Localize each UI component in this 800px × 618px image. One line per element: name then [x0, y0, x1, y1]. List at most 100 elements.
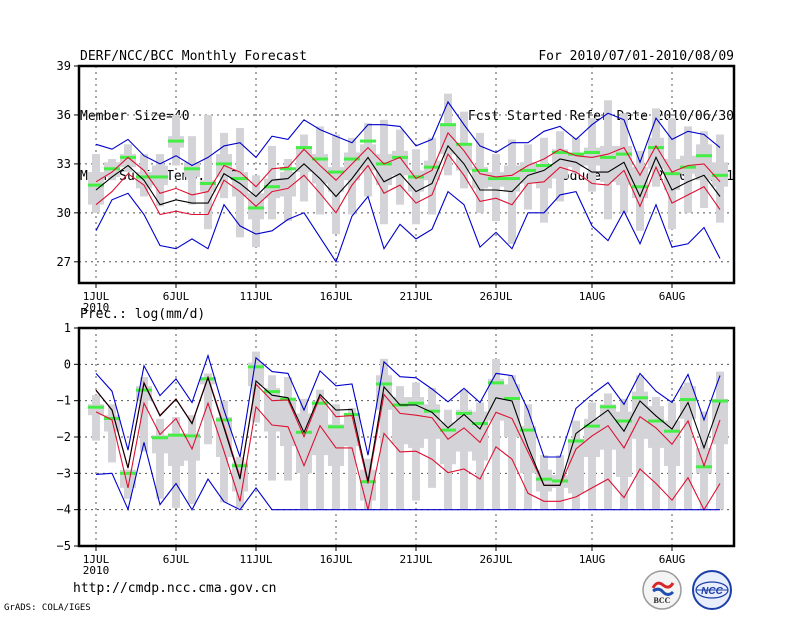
observed-marker: [520, 168, 536, 172]
box-iqr: [632, 391, 648, 439]
box-iqr: [232, 172, 248, 197]
x-tick-label: 6AUG: [659, 553, 686, 566]
observed-marker: [600, 405, 616, 409]
observed-marker: [664, 429, 680, 433]
observed-marker: [344, 412, 360, 416]
box-whisker: [204, 114, 212, 230]
box-iqr: [328, 424, 344, 467]
observed-marker: [680, 398, 696, 402]
series-ensemble-max: [95, 100, 721, 167]
observed-marker: [168, 433, 184, 437]
observed-marker: [440, 123, 456, 127]
box-iqr: [392, 150, 408, 176]
observed-marker: [584, 150, 600, 154]
x-tick-label: 6JUL: [163, 553, 190, 566]
y-tick-label: −4: [57, 503, 71, 517]
box-iqr: [152, 435, 168, 454]
box-iqr: [680, 155, 696, 174]
observed-marker: [360, 139, 376, 143]
box-whisker: [684, 382, 692, 510]
observed-marker: [488, 177, 504, 181]
observed-marker: [600, 155, 616, 159]
observed-marker: [264, 390, 280, 394]
observed-marker: [440, 428, 456, 432]
axes-frame: [77, 64, 736, 285]
observed-marker: [312, 401, 328, 405]
observed-marker: [152, 175, 168, 179]
x-tick-label: 1AUG: [579, 553, 606, 566]
box-whisker: [204, 373, 212, 445]
observed-marker: [296, 146, 312, 150]
box-iqr: [88, 404, 104, 416]
observed-marker: [104, 416, 120, 420]
box-whisker: [636, 375, 644, 510]
observed-marker: [280, 167, 296, 171]
box-whisker: [508, 375, 516, 510]
source-url[interactable]: http://cmdp.ncc.cma.gov.cn: [73, 581, 277, 596]
observed-marker: [232, 464, 248, 468]
box-iqr: [344, 415, 360, 447]
observed-marker: [136, 175, 152, 179]
x-tick-label: 1JUL: [83, 290, 110, 303]
box-whisker: [92, 395, 100, 441]
box-iqr: [696, 144, 712, 181]
box-iqr: [312, 400, 328, 456]
x-tick-label: 11JUL: [239, 553, 272, 566]
observed-marker: [616, 419, 632, 423]
observed-marker: [280, 397, 296, 401]
observed-marker: [552, 150, 568, 154]
box-iqr: [648, 406, 664, 448]
x-tick-label: 6JUL: [163, 290, 190, 303]
ncc-logo-text: NCC: [701, 586, 723, 597]
y-tick-label: 36: [57, 108, 71, 122]
observed-marker: [328, 170, 344, 174]
observed-marker: [184, 434, 200, 438]
observed-marker: [232, 177, 248, 181]
box-whisker: [348, 407, 356, 510]
box-iqr: [200, 180, 216, 192]
bcc-logo-text: BCC: [654, 596, 671, 605]
observed-marker: [408, 401, 424, 405]
observed-marker: [472, 422, 488, 426]
x-tick-label: 1AUG: [579, 290, 606, 303]
y-tick-label: −3: [57, 466, 71, 480]
grads-credit: GrADS: COLA/IGES: [4, 603, 91, 613]
observed-marker: [264, 185, 280, 189]
y-tick-label: 27: [57, 255, 71, 269]
series-ensemble-min: [95, 442, 720, 512]
observed-marker: [696, 154, 712, 158]
x-tick-label: 6AUG: [659, 290, 686, 303]
box-iqr: [616, 411, 632, 477]
series-spread-upper: [95, 131, 721, 196]
observed-marker: [104, 167, 120, 171]
observed-marker: [520, 428, 536, 432]
observed-marker: [168, 139, 184, 143]
box-iqr: [264, 178, 280, 199]
observed-marker: [536, 477, 552, 481]
observed-marker: [648, 146, 664, 150]
box-iqr: [648, 137, 664, 169]
box-iqr: [184, 433, 200, 461]
observed-marker: [504, 396, 520, 400]
observed-marker: [200, 181, 216, 185]
x-tick-label: 16JUL: [319, 553, 352, 566]
observed-marker: [424, 409, 440, 413]
box-iqr: [440, 123, 456, 155]
observed-marker: [184, 167, 200, 171]
box-iqr: [632, 167, 648, 199]
observed-marker: [216, 418, 232, 422]
observed-marker: [424, 165, 440, 169]
box-iqr: [424, 404, 440, 439]
observed-marker: [488, 381, 504, 385]
box-iqr: [616, 145, 632, 186]
x-tick-label: 21JUL: [399, 290, 432, 303]
box-whisker: [108, 404, 116, 463]
observed-marker: [584, 424, 600, 428]
logos: BCC NCC: [642, 570, 732, 610]
series-ensemble-mean: [95, 376, 721, 486]
box-whisker: [396, 386, 404, 510]
series-ensemble-min: [95, 190, 721, 264]
